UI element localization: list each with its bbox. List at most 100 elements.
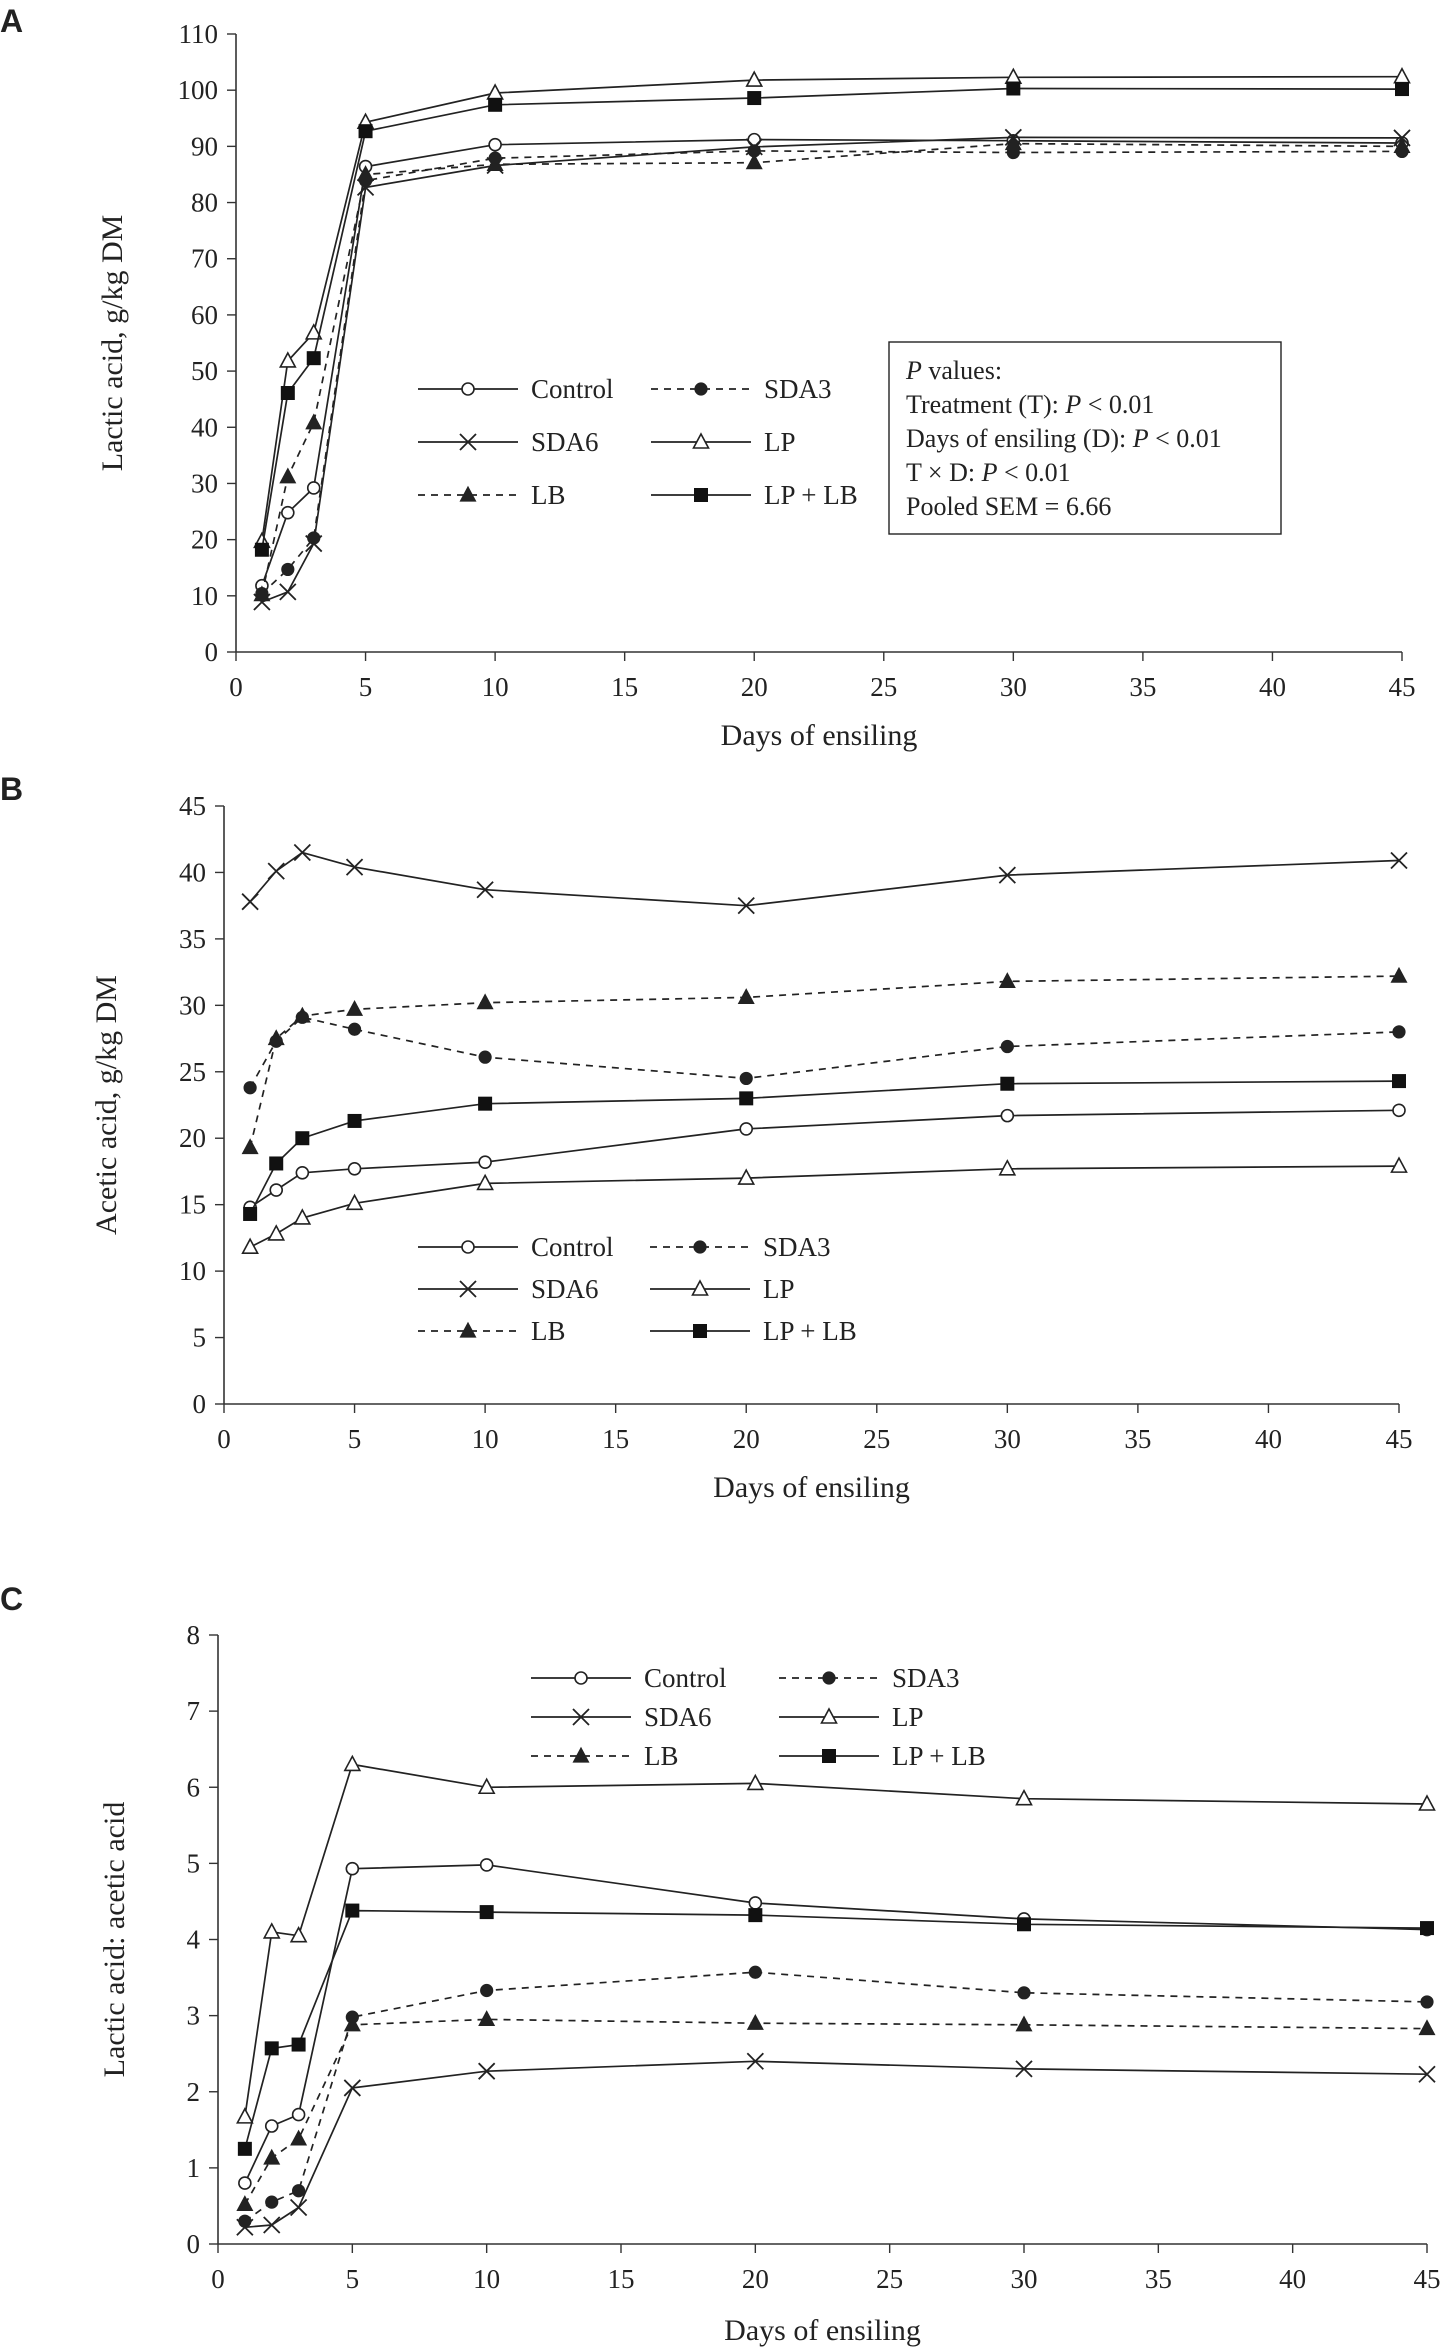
series-sda6 — [236, 2052, 1436, 2236]
series-control — [243, 1103, 1406, 1215]
series-sda3-point — [238, 2214, 252, 2228]
series-control-point — [739, 1122, 754, 1136]
series-sda6-point — [1418, 2065, 1436, 2083]
legend-sda3-marker — [822, 1671, 836, 1685]
panel-letter: B — [0, 771, 23, 807]
series-control — [238, 1858, 1434, 2190]
series-lb-point — [745, 153, 763, 170]
x-tick-label: 45 — [1389, 672, 1416, 702]
legend-lp-lb-marker — [822, 1749, 836, 1763]
legend-control-label: Control — [644, 1663, 727, 1693]
y-tick-label: 20 — [179, 1123, 206, 1153]
legend-sda6-marker — [459, 1280, 477, 1298]
p-values-line-italic: P — [981, 458, 998, 487]
y-tick-label: 35 — [179, 924, 206, 954]
p-values-line: Days of ensiling (D): P < 0.01 — [906, 424, 1222, 453]
series-sda6-line — [261, 136, 1403, 603]
series-control-line — [244, 1864, 1428, 2184]
series-lp-point — [289, 1925, 308, 1943]
series-sda6-point — [263, 2216, 281, 2234]
y-tick-label: 80 — [191, 188, 218, 218]
series-lp-lb-point — [254, 542, 269, 557]
series-lb-point — [1004, 134, 1022, 151]
legend-sda6-label: SDA6 — [531, 427, 599, 457]
series-sda6-point — [737, 897, 755, 915]
legend-sda3-label: SDA3 — [764, 374, 832, 404]
series-sda6-point — [1390, 851, 1408, 870]
p-values-line-label: Pooled SEM = 6.66 — [906, 492, 1111, 521]
x-tick-label: 35 — [1124, 1424, 1151, 1454]
series-sda6-point — [305, 534, 323, 553]
legend-lp-marker — [692, 432, 710, 449]
series-sda6-point — [745, 138, 763, 156]
series-lp-line — [249, 1165, 1400, 1248]
x-tick-label: 20 — [733, 1424, 760, 1454]
legend-sda3-label: SDA3 — [763, 1232, 831, 1262]
x-tick-label: 5 — [348, 1424, 362, 1454]
y-tick-label: 1 — [187, 2153, 201, 2183]
series-lp-lb-point — [358, 124, 373, 139]
legend-lb-label: LB — [644, 1741, 679, 1771]
x-tick-label: 15 — [608, 2264, 635, 2294]
series-lb-point — [263, 2148, 281, 2165]
series-lb-point — [357, 165, 375, 182]
p-values-line: Treatment (T): P < 0.01 — [906, 390, 1154, 419]
y-tick-label: 45 — [179, 791, 206, 821]
y-tick-label: 110 — [179, 19, 219, 49]
y-axis-label: Lactic acid, g/kg DM — [96, 215, 129, 472]
x-tick-label: 45 — [1414, 2264, 1441, 2294]
series-lb-point — [476, 993, 494, 1010]
series-lb-point — [290, 2129, 308, 2146]
series-sda6-point — [279, 583, 297, 601]
series-control-point — [295, 1165, 310, 1180]
series-lp-lb — [237, 1903, 1434, 2156]
x-tick-label: 0 — [229, 672, 243, 702]
legend-lb-marker — [459, 1321, 477, 1338]
series-sda6-point — [356, 178, 375, 197]
series-lb-point — [293, 1006, 311, 1023]
series-sda6-point — [998, 866, 1016, 884]
series-control-point — [306, 481, 321, 495]
series-sda3-point — [265, 2195, 279, 2209]
legend-lb-label: LB — [531, 1316, 566, 1346]
series-lp — [241, 1156, 1408, 1254]
series-lp-point — [345, 1193, 364, 1211]
series-lp-lb-point — [1006, 81, 1021, 96]
series-sda3-point — [281, 562, 295, 577]
series-sda3-point — [243, 1081, 257, 1095]
y-tick-label: 40 — [179, 857, 206, 887]
series-sda3-point — [1000, 1039, 1014, 1054]
y-tick-label: 0 — [187, 2229, 201, 2259]
legend-sda3-marker — [694, 382, 708, 396]
series-lb-line — [249, 975, 1400, 1148]
series-lp-point — [1418, 1794, 1436, 1811]
series-lp-lb-point — [1017, 1917, 1031, 1932]
series-lp-lb-line — [249, 1080, 1400, 1215]
legend-lp-lb-marker — [694, 488, 708, 502]
x-tick-label: 10 — [472, 1424, 499, 1454]
x-axis-label: Days of ensiling — [713, 1471, 910, 1504]
series-lb-point — [486, 155, 504, 171]
series-lp-lb-point — [747, 91, 762, 106]
series-lp-point — [343, 1754, 362, 1772]
y-tick-label: 50 — [191, 356, 218, 386]
series-sda6-point — [478, 2062, 496, 2080]
series-lb-point — [746, 2013, 764, 2030]
y-tick-label: 20 — [191, 525, 218, 555]
series-lp-lb-point — [347, 1113, 362, 1128]
series-lp-lb-point — [295, 1131, 310, 1146]
p-values-line-label: T × D: — [906, 458, 982, 487]
p-values-line-italic: P — [1064, 390, 1081, 419]
legend-lp-label: LP — [763, 1274, 795, 1304]
p-values-line-value: < 0.01 — [1149, 424, 1222, 453]
series-lp-lb-point — [1000, 1076, 1015, 1091]
x-tick-label: 35 — [1145, 2264, 1172, 2294]
legend-lp-lb-label: LP + LB — [892, 1741, 986, 1771]
series-sda3 — [243, 1010, 1406, 1095]
legend-sda3-label: SDA3 — [892, 1663, 960, 1693]
series-control-point — [269, 1183, 284, 1197]
series-lb-point — [241, 1138, 259, 1155]
series-sda3-point — [292, 2184, 306, 2198]
